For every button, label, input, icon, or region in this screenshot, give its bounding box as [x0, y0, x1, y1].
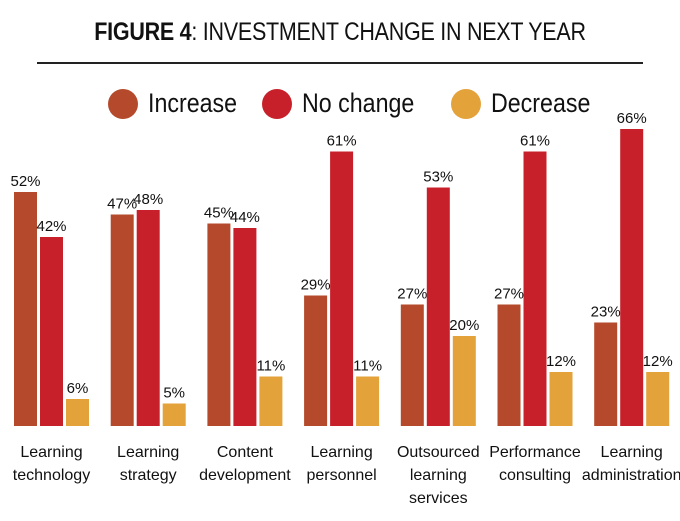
data-label-outsourced-learning-services-increase: 27% — [397, 286, 427, 303]
data-label-performance-consulting-decrease: 12% — [546, 353, 576, 370]
chart-title-figure-number: FIGURE 4 — [94, 18, 192, 46]
legend-label-decrease: Decrease — [491, 88, 591, 118]
chart-title-text: : INVESTMENT CHANGE IN NEXT YEAR — [191, 18, 586, 46]
bar-content-development-increase — [207, 223, 231, 426]
bar-learning-strategy-increase — [110, 214, 134, 426]
legend-swatch-increase — [108, 88, 138, 119]
data-label-learning-administration-increase: 23% — [591, 304, 621, 321]
bar-learning-personnel-increase — [304, 295, 328, 426]
data-label-learning-personnel-decrease: 11% — [353, 358, 382, 375]
data-label-learning-strategy-increase: 47% — [107, 196, 137, 213]
bar-learning-administration-no-change — [620, 129, 644, 426]
legend-swatch-no-change — [262, 88, 292, 119]
legend-swatch-decrease — [451, 88, 481, 119]
data-label-learning-administration-decrease: 12% — [643, 353, 673, 370]
bar-outsourced-learning-services-no-change — [426, 187, 450, 426]
data-label-performance-consulting-no-change: 61% — [520, 133, 550, 150]
legend-label-increase: Increase — [148, 88, 238, 118]
category-label-learning-personnel: Learning personnel — [306, 444, 376, 484]
bar-learning-administration-decrease — [646, 372, 670, 426]
category-label-performance-consulting: Performance consulting — [489, 444, 581, 484]
bar-learning-personnel-decrease — [356, 376, 380, 426]
bar-learning-technology-decrease — [66, 399, 89, 426]
legend-item-increase: Increase — [108, 88, 252, 119]
data-label-learning-technology-increase: 52% — [10, 173, 40, 190]
category-label-learning-strategy: Learning strategy — [117, 444, 179, 484]
data-label-content-development-increase: 45% — [204, 205, 234, 222]
bar-outsourced-learning-services-decrease — [452, 336, 476, 426]
category-label-learning-administration: Learning administration — [582, 444, 680, 484]
data-label-learning-administration-no-change: 66% — [617, 110, 647, 127]
data-label-content-development-decrease: 11% — [256, 358, 285, 375]
bar-content-development-no-change — [233, 228, 257, 426]
bar-learning-technology-increase — [14, 192, 37, 426]
title-divider — [37, 62, 643, 64]
data-label-learning-personnel-no-change: 61% — [327, 133, 357, 150]
data-label-learning-strategy-decrease: 5% — [163, 385, 185, 402]
bar-outsourced-learning-services-increase — [400, 304, 424, 426]
category-label-learning-technology: Learning technology — [13, 444, 90, 484]
bar-performance-consulting-decrease — [549, 372, 573, 426]
data-label-learning-personnel-increase: 29% — [301, 277, 331, 294]
legend-item-no-change: No change — [262, 88, 433, 119]
bar-learning-personnel-no-change — [330, 151, 354, 426]
legend-item-decrease: Decrease — [451, 88, 607, 119]
data-label-outsourced-learning-services-decrease: 20% — [449, 317, 479, 334]
bar-learning-strategy-decrease — [162, 403, 186, 426]
bar-learning-strategy-no-change — [136, 210, 160, 426]
legend-label-no-change: No change — [302, 88, 415, 118]
data-label-content-development-no-change: 44% — [230, 209, 260, 226]
category-label-outsourced-learning-services: Outsourced learning services — [397, 444, 480, 507]
data-label-outsourced-learning-services-no-change: 53% — [423, 169, 453, 186]
bar-learning-technology-no-change — [40, 237, 63, 426]
category-label-content-development: Content development — [199, 444, 291, 484]
bar-learning-administration-increase — [594, 322, 618, 426]
legend: Increase No change Decrease — [0, 88, 680, 124]
data-label-learning-technology-no-change: 42% — [36, 218, 66, 235]
bar-performance-consulting-increase — [497, 304, 521, 426]
data-label-learning-strategy-no-change: 48% — [133, 191, 163, 208]
data-label-performance-consulting-increase: 27% — [494, 286, 524, 303]
data-label-learning-technology-decrease: 6% — [67, 380, 89, 397]
bar-content-development-decrease — [259, 376, 283, 426]
bar-performance-consulting-no-change — [523, 151, 547, 426]
chart-title: FIGURE 4: INVESTMENT CHANGE IN NEXT YEAR — [48, 18, 633, 47]
